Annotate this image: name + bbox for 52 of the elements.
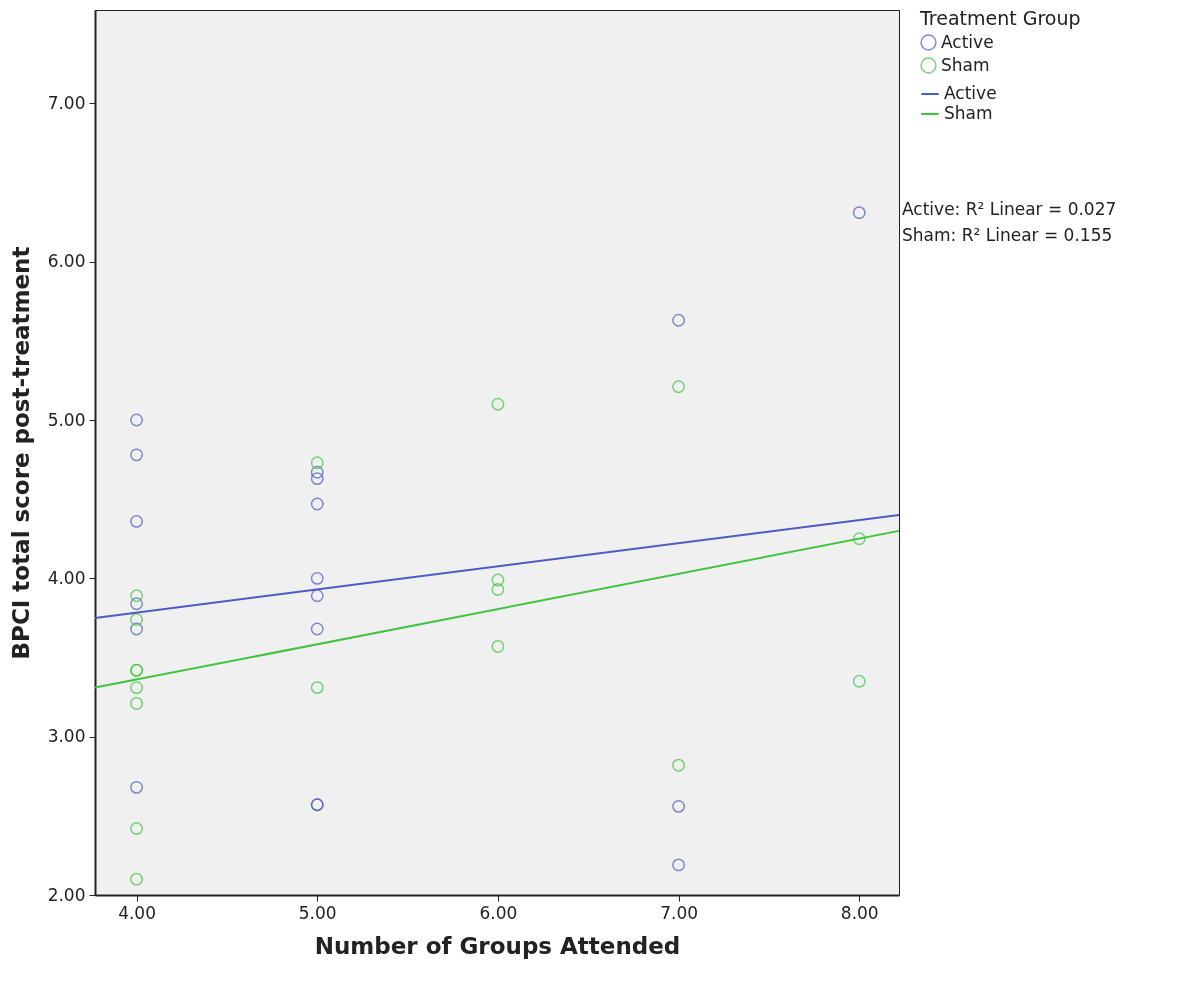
- point: [130, 448, 144, 462]
- point: [672, 313, 686, 327]
- point: [491, 573, 505, 587]
- point: [130, 413, 144, 427]
- point: [130, 780, 144, 794]
- point: [672, 380, 686, 394]
- x-tick-label: 4.00: [118, 902, 156, 923]
- legend-title: Treatment Group: [919, 7, 1081, 29]
- point: [672, 758, 686, 772]
- point: [491, 397, 505, 411]
- point: [310, 681, 324, 695]
- point: [310, 497, 324, 511]
- point: [491, 583, 505, 596]
- y-tick-label: 7.00: [47, 92, 86, 113]
- point: [130, 514, 144, 528]
- y-tick-label: 3.00: [47, 726, 86, 747]
- point: [672, 858, 686, 872]
- x-tick-label: 6.00: [479, 902, 518, 923]
- point: [310, 465, 324, 479]
- y-tick-label: 2.00: [47, 884, 86, 905]
- point: [130, 589, 144, 603]
- point: [130, 681, 144, 695]
- point: [310, 571, 324, 585]
- point: [130, 872, 144, 886]
- y-tick-label: 4.00: [47, 567, 86, 588]
- point: [491, 640, 505, 653]
- text: Active: R² Linear = 0.027: [902, 199, 1117, 219]
- point: [310, 589, 324, 603]
- point: [130, 696, 144, 710]
- point: [852, 532, 866, 546]
- point: [310, 622, 324, 636]
- point: [672, 799, 686, 813]
- y-axis-title: BPCI total score post-treatment: [7, 246, 34, 660]
- point: [130, 622, 144, 636]
- point: [130, 613, 144, 626]
- point: [310, 456, 324, 470]
- point: [852, 674, 866, 688]
- x-tick-label: 5.00: [298, 902, 337, 923]
- legend-label: Sham: [941, 54, 990, 75]
- legend-label: Sham: [944, 103, 993, 123]
- legend-label: Active: [941, 31, 994, 52]
- text: Sham: R² Linear = 0.155: [902, 225, 1113, 245]
- x-tick-label: 8.00: [840, 902, 879, 923]
- legend-label: Active: [944, 83, 997, 103]
- point: [852, 206, 866, 220]
- x-tick-label: 7.00: [660, 902, 699, 923]
- point: [130, 597, 144, 611]
- point: [310, 472, 324, 486]
- point: [130, 822, 144, 835]
- x-axis-title: Number of Groups Attended: [314, 932, 681, 959]
- y-tick-label: 6.00: [47, 251, 86, 272]
- y-tick-label: 5.00: [47, 409, 86, 430]
